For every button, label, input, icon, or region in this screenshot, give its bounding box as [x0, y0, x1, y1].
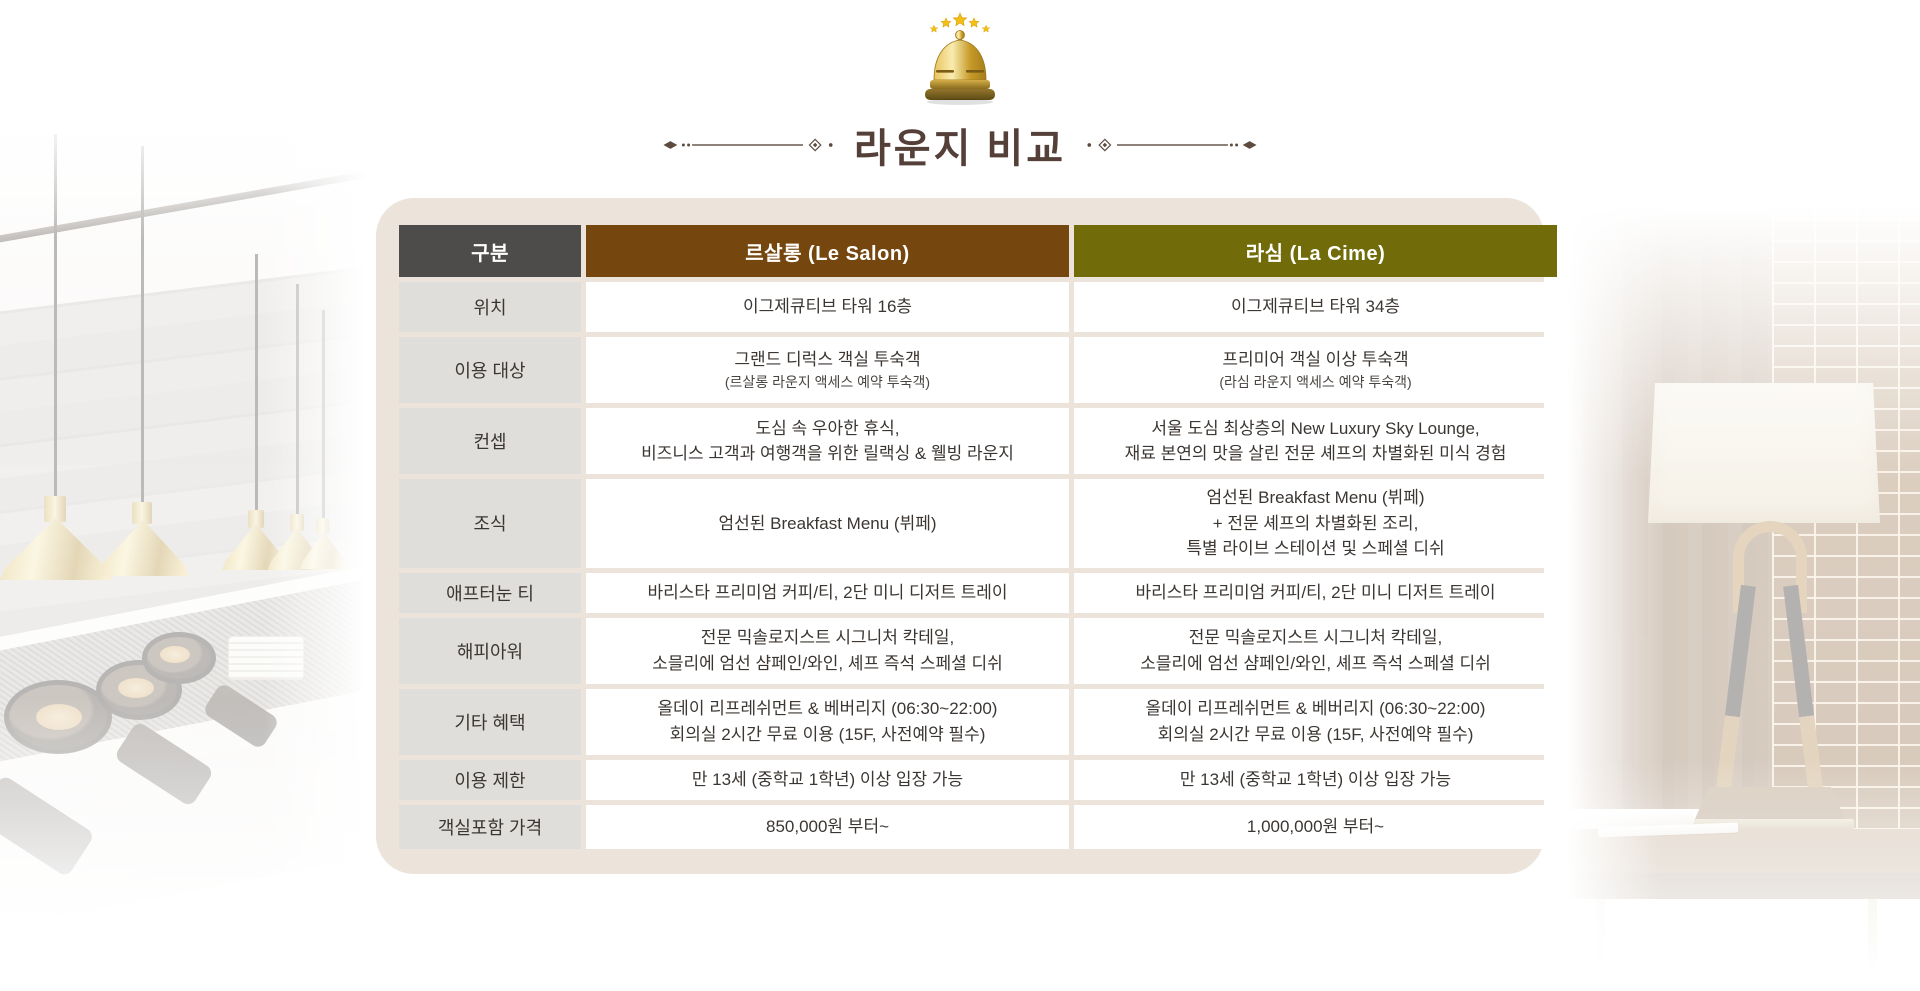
- lesalon-cell: 바리스타 프리미엄 커피/티, 2단 미니 디저트 트레이: [586, 572, 1069, 613]
- divider-ornament-left: [663, 138, 833, 152]
- side-table-edge: [1568, 873, 1920, 899]
- table-leg: [1596, 899, 1605, 991]
- table-row-location: 위치 이그제큐티브 타워 16층 이그제큐티브 타워 34층: [399, 282, 1557, 332]
- hotel-bell-icon: [925, 12, 995, 105]
- column-header-lacime: 라심 (La Cime): [1074, 225, 1557, 277]
- cell-line: 엄선된 Breakfast Menu (뷔페): [1206, 488, 1425, 507]
- lamp-rod: [54, 134, 57, 518]
- cell-subline: (라심 라운지 액세스 예약 투숙객): [1219, 374, 1412, 391]
- table-row-price: 객실포함 가격 850,000원 부터~ 1,000,000원 부터~: [399, 804, 1557, 849]
- table-row-eligibility: 이용 대상 그랜드 디럭스 객실 투숙객 (르살롱 라운지 액세스 예약 투숙객…: [399, 337, 1557, 403]
- lesalon-cell: 만 13세 (중학교 1학년) 이상 입장 가능: [586, 759, 1069, 800]
- page-title: 라운지 비교: [854, 126, 1066, 171]
- row-label: 해피아워: [399, 617, 581, 684]
- lacime-cell: 프리미어 객실 이상 투숙객 (라심 라운지 액세스 예약 투숙객): [1074, 337, 1557, 403]
- lacime-cell: 올데이 리프레쉬먼트 & 베버리지 (06:30~22:00) 회의실 2시간 …: [1074, 688, 1557, 755]
- table-row-age-restriction: 이용 제한 만 13세 (중학교 1학년) 이상 입장 가능 만 13세 (중학…: [399, 759, 1557, 800]
- lamp-rod: [296, 284, 299, 530]
- cell-line: 이그제큐티브 타워 34층: [1230, 297, 1401, 317]
- row-label: 조식: [399, 479, 581, 568]
- row-label: 컨셉: [399, 408, 581, 474]
- row-label: 이용 제한: [399, 759, 581, 800]
- plate-stack: [228, 636, 304, 680]
- lesalon-cell: 그랜드 디럭스 객실 투숙객 (르살롱 라운지 액세스 예약 투숙객): [586, 337, 1069, 403]
- row-label: 위치: [399, 282, 581, 332]
- lamp-neck: [44, 496, 66, 522]
- cell-line: 서울 도심 최상층의 New Luxury Sky Lounge,: [1151, 418, 1480, 438]
- row-label: 객실포함 가격: [399, 804, 581, 849]
- lacime-cell: 이그제큐티브 타워 34층: [1074, 282, 1557, 332]
- cell-line: 이그제큐티브 타워 16층: [742, 297, 913, 317]
- bell-stars: [929, 12, 991, 33]
- cell-line: 올데이 리프레쉬먼트 & 베버리지 (06:30~22:00): [657, 699, 998, 718]
- lesalon-cell: 850,000원 부터~: [586, 804, 1069, 849]
- column-header-category: 구분: [399, 225, 581, 277]
- table-row-afternoon-tea: 애프터눈 티 바리스타 프리미엄 커피/티, 2단 미니 디저트 트레이 바리스…: [399, 572, 1557, 613]
- background-photo-lamp: [1568, 165, 1920, 991]
- cell-line: 전문 믹솔로지스트 시그니처 칵테일,: [700, 628, 955, 647]
- cell-line: 바리스타 프리미엄 커피/티, 2단 미니 디저트 트레이: [647, 582, 1008, 602]
- divider-ornament-right: [1087, 138, 1257, 152]
- cell-line: 도심 속 우아한 휴식,: [755, 418, 900, 438]
- lacime-cell: 전문 믹솔로지스트 시그니처 칵테일, 소믈리에 엄선 샴페인/와인, 셰프 즉…: [1074, 617, 1557, 684]
- cell-line: 만 13세 (중학교 1학년) 이상 입장 가능: [1179, 769, 1452, 789]
- lacime-cell: 서울 도심 최상층의 New Luxury Sky Lounge, 재료 본연의…: [1074, 408, 1557, 474]
- cell-line: 회의실 2시간 무료 이용 (15F, 사전예약 필수): [1157, 724, 1474, 744]
- table-row-happy-hour: 해피아워 전문 믹솔로지스트 시그니처 칵테일, 소믈리에 엄선 샴페인/와인,…: [399, 617, 1557, 684]
- buffet-food: [118, 678, 154, 698]
- cell-line: 850,000원 부터~: [765, 816, 890, 836]
- row-label: 기타 혜택: [399, 688, 581, 755]
- table-leg: [1868, 899, 1877, 991]
- lacime-cell: 1,000,000원 부터~: [1074, 804, 1557, 849]
- cell-line: + 전문 셰프의 차별화된 조리,: [1212, 513, 1419, 533]
- lamp-neck: [316, 518, 329, 534]
- cell-line: 소믈리에 엄선 샴페인/와인, 셰프 즉석 스페셜 디쉬: [1140, 653, 1491, 673]
- lounge-comparison-table: 구분 르살롱 (Le Salon) 라심 (La Cime) 위치 이그제큐티브…: [394, 220, 1562, 854]
- column-header-lesalon: 르살롱 (Le Salon): [586, 225, 1069, 277]
- hero-header: 라운지 비교: [0, 0, 1920, 174]
- cell-line: 바리스타 프리미엄 커피/티, 2단 미니 디저트 트레이: [1135, 582, 1496, 602]
- table-row-concept: 컨셉 도심 속 우아한 휴식, 비즈니스 고객과 여행객을 위한 릴랙싱 & 웰…: [399, 408, 1557, 474]
- lamp-rod: [141, 146, 144, 520]
- cell-line: 비즈니스 고객과 여행객을 위한 릴랙싱 & 웰빙 라운지: [641, 444, 1014, 463]
- cell-line: 소믈리에 엄선 샴페인/와인, 셰프 즉석 스페셜 디쉬: [652, 653, 1003, 673]
- lesalon-cell: 이그제큐티브 타워 16층: [586, 282, 1069, 332]
- cell-line: 그랜드 디럭스 객실 투숙객: [734, 349, 921, 369]
- lamp-rod: [322, 310, 325, 534]
- lacime-cell: 바리스타 프리미엄 커피/티, 2단 미니 디저트 트레이: [1074, 572, 1557, 613]
- cell-line: 회의실 2시간 무료 이용 (15F, 사전예약 필수): [669, 724, 986, 744]
- lounge-comparison-card: 구분 르살롱 (Le Salon) 라심 (La Cime) 위치 이그제큐티브…: [376, 198, 1557, 874]
- cell-line: 만 13세 (중학교 1학년) 이상 입장 가능: [691, 769, 964, 789]
- lamp-scene: [1568, 165, 1920, 991]
- row-label: 애프터눈 티: [399, 572, 581, 613]
- background-photo-buffet: [0, 112, 366, 952]
- cell-line: 1,000,000원 부터~: [1246, 816, 1385, 836]
- row-label: 이용 대상: [399, 337, 581, 403]
- cell-line: 프리미어 객실 이상 투숙객: [1222, 349, 1409, 369]
- lesalon-cell: 올데이 리프레쉬먼트 & 베버리지 (06:30~22:00) 회의실 2시간 …: [586, 688, 1069, 755]
- cell-line: 엄선된 Breakfast Menu (뷔페): [718, 513, 937, 533]
- cell-line: 재료 본연의 맛을 살린 전문 셰프의 차별화된 미식 경험: [1124, 444, 1507, 463]
- cell-line: 올데이 리프레쉬먼트 & 베버리지 (06:30~22:00): [1145, 699, 1486, 718]
- lamp-rod: [255, 254, 258, 526]
- lacime-cell: 엄선된 Breakfast Menu (뷔페) + 전문 셰프의 차별화된 조리…: [1074, 479, 1557, 568]
- lesalon-cell: 도심 속 우아한 휴식, 비즈니스 고객과 여행객을 위한 릴랙싱 & 웰빙 라…: [586, 408, 1069, 474]
- cell-subline: (르살롱 라운지 액세스 예약 투숙객): [724, 374, 931, 391]
- buffet-scene: [0, 112, 366, 952]
- table-row-other-benefits: 기타 혜택 올데이 리프레쉬먼트 & 베버리지 (06:30~22:00) 회의…: [399, 688, 1557, 755]
- title-row: 라운지 비교: [0, 116, 1920, 174]
- lesalon-cell: 전문 믹솔로지스트 시그니처 칵테일, 소믈리에 엄선 샴페인/와인, 셰프 즉…: [586, 617, 1069, 684]
- cell-line: 특별 라이브 스테이션 및 스페셜 디쉬: [1186, 539, 1445, 558]
- lamp-base: [1694, 787, 1846, 821]
- cell-line: 전문 믹솔로지스트 시그니처 칵테일,: [1188, 628, 1443, 647]
- lesalon-cell: 엄선된 Breakfast Menu (뷔페): [586, 479, 1069, 568]
- buffet-food: [36, 704, 82, 730]
- buffet-food: [160, 646, 190, 663]
- lampshade: [1648, 383, 1880, 523]
- lamp-neck: [132, 502, 152, 524]
- lacime-cell: 만 13세 (중학교 1학년) 이상 입장 가능: [1074, 759, 1557, 800]
- header-row: 구분 르살롱 (Le Salon) 라심 (La Cime): [399, 225, 1557, 277]
- table-row-breakfast: 조식 엄선된 Breakfast Menu (뷔페) 엄선된 Breakfast…: [399, 479, 1557, 568]
